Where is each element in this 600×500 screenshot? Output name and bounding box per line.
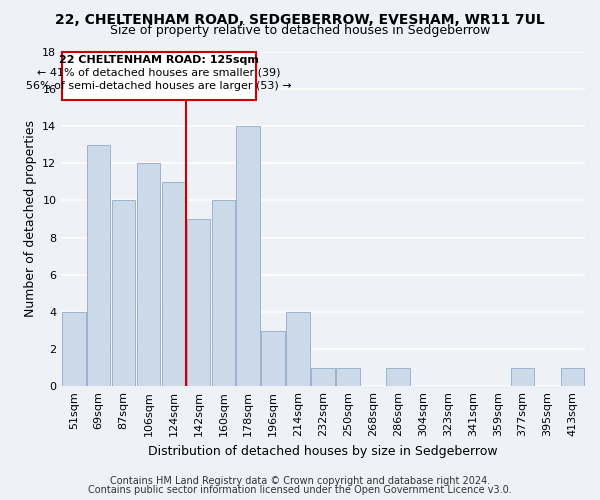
- Text: Contains HM Land Registry data © Crown copyright and database right 2024.: Contains HM Land Registry data © Crown c…: [110, 476, 490, 486]
- Bar: [161, 182, 185, 386]
- Bar: [212, 200, 235, 386]
- Bar: [511, 368, 535, 386]
- Bar: [262, 330, 285, 386]
- X-axis label: Distribution of detached houses by size in Sedgeberrow: Distribution of detached houses by size …: [148, 444, 498, 458]
- Y-axis label: Number of detached properties: Number of detached properties: [23, 120, 37, 318]
- Bar: [560, 368, 584, 386]
- Text: 22, CHELTENHAM ROAD, SEDGEBERROW, EVESHAM, WR11 7UL: 22, CHELTENHAM ROAD, SEDGEBERROW, EVESHA…: [55, 12, 545, 26]
- Bar: [311, 368, 335, 386]
- FancyBboxPatch shape: [62, 52, 256, 100]
- Bar: [336, 368, 360, 386]
- Bar: [236, 126, 260, 386]
- Bar: [87, 144, 110, 386]
- Text: Contains public sector information licensed under the Open Government Licence v3: Contains public sector information licen…: [88, 485, 512, 495]
- Text: 22 CHELTENHAM ROAD: 125sqm: 22 CHELTENHAM ROAD: 125sqm: [59, 55, 259, 65]
- Text: Size of property relative to detached houses in Sedgeberrow: Size of property relative to detached ho…: [110, 24, 490, 37]
- Bar: [62, 312, 86, 386]
- Bar: [286, 312, 310, 386]
- Text: ← 41% of detached houses are smaller (39): ← 41% of detached houses are smaller (39…: [37, 68, 281, 78]
- Bar: [386, 368, 410, 386]
- Bar: [137, 163, 160, 386]
- Bar: [112, 200, 136, 386]
- Text: 56% of semi-detached houses are larger (53) →: 56% of semi-detached houses are larger (…: [26, 81, 292, 91]
- Bar: [187, 219, 210, 386]
